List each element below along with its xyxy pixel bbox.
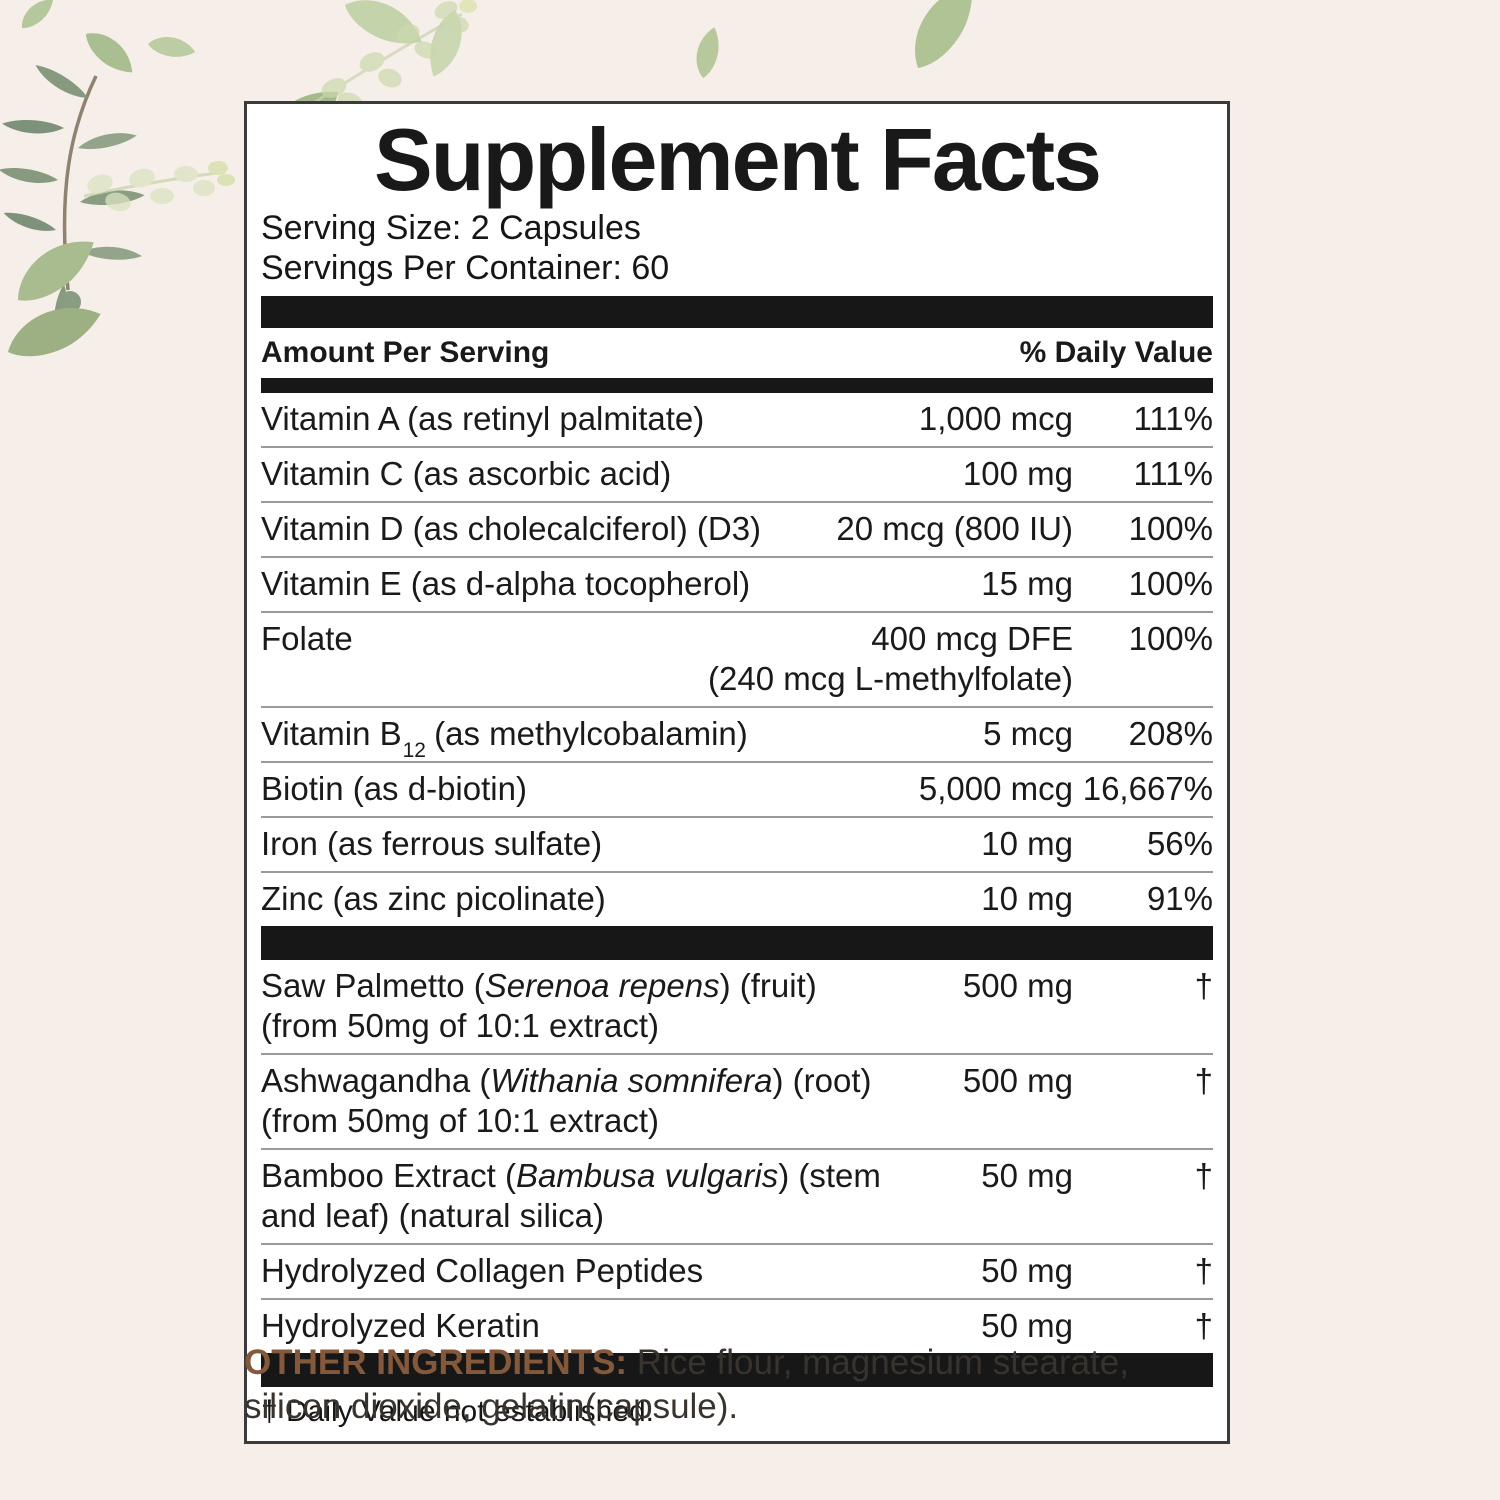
ingredient-amount: 400 mcg DFE (871, 620, 1073, 657)
table-row: Iron (as ferrous sulfate) 10 mg 56% (261, 816, 1213, 871)
ingredient-name: Bamboo Extract (Bambusa vulgaris) (stem … (261, 1157, 881, 1234)
table-row: Ashwagandha (Withania somnifera) (root) 5… (261, 1053, 1213, 1148)
amount-per-serving-header: Amount Per Serving (261, 336, 550, 369)
table-row: Vitamin A (as retinyl palmitate) 1,000 mc… (261, 393, 1213, 446)
ingredient-amount: 100 mg (962, 455, 1073, 492)
ingredient-name: Vitamin C (as ascorbic acid) (261, 455, 672, 492)
ingredient-subline: (from 50mg of 10:1 extract) (261, 1007, 659, 1044)
ingredient-name: Biotin (as d-biotin) (261, 770, 527, 807)
ingredient-daily-value: † (1194, 1307, 1213, 1344)
vitamin-rows: Vitamin A (as retinyl palmitate) 1,000 mc… (261, 393, 1213, 926)
other-ingredients: OTHER INGREDIENTS: Rice flour, magnesium… (244, 1341, 1184, 1429)
ingredient-name: Iron (as ferrous sulfate) (261, 825, 603, 862)
table-row: Hydrolyzed Collagen Peptides 50 mg † (261, 1243, 1213, 1298)
table-row: Vitamin C (as ascorbic acid) 100 mg 111% (261, 446, 1213, 501)
ingredient-daily-value: 208% (1128, 715, 1213, 752)
other-ingredients-text: Rice flour, magnesium stearate, silicon … (244, 1343, 1129, 1426)
table-row: Hydrolyzed Keratin 50 mg † (261, 1298, 1213, 1353)
table-row: Bamboo Extract (Bambusa vulgaris) (stem … (261, 1148, 1213, 1243)
ingredient-amount: 15 mg (981, 565, 1073, 602)
ingredient-daily-value: † (1194, 967, 1213, 1004)
serving-size: Serving Size: 2 Capsules (261, 209, 641, 247)
ingredient-name: Folate (261, 620, 353, 657)
ingredient-daily-value: 16,667% (1082, 770, 1213, 807)
ingredient-daily-value: 111% (1133, 400, 1213, 437)
table-row: Zinc (as zinc picolinate) 10 mg 91% (261, 871, 1213, 926)
daily-value-header: % Daily Value (1019, 336, 1213, 369)
ingredient-name: Saw Palmetto (Serenoa repens) (fruit) (261, 967, 817, 1004)
ingredient-daily-value: † (1194, 1062, 1213, 1099)
servings-per-container: Servings Per Container: 60 (261, 249, 670, 287)
ingredient-name: Vitamin D (as cholecalciferol) (D3) (261, 510, 762, 547)
ingredient-amount: 10 mg (981, 825, 1073, 862)
ingredient-amount: 50 mg (981, 1157, 1073, 1194)
ingredient-amount: 50 mg (981, 1252, 1073, 1289)
ingredient-daily-value: † (1194, 1157, 1213, 1194)
section-divider-bar (261, 296, 1213, 328)
ingredient-daily-value: 111% (1133, 455, 1213, 492)
ingredient-name: Hydrolyzed Collagen Peptides (261, 1252, 704, 1289)
pale-sprig-diagonal (311, 0, 477, 112)
ingredient-amount: 500 mg (962, 1062, 1073, 1099)
ingredient-name: Vitamin A (as retinyl palmitate) (261, 400, 705, 437)
section-divider-bar (261, 1353, 1213, 1387)
table-header-row: Amount Per Serving % Daily Value (261, 328, 1213, 378)
ingredient-daily-value: 100% (1128, 620, 1213, 657)
top-right-leaf-cluster (690, 0, 989, 81)
ingredient-amount: 5,000 mcg (918, 770, 1073, 807)
ingredient-daily-value: 100% (1128, 565, 1213, 602)
other-ingredients-label: OTHER INGREDIENTS: (244, 1343, 628, 1382)
ingredient-name: Hydrolyzed Keratin (261, 1307, 540, 1344)
botanical-rows: Saw Palmetto (Serenoa repens) (fruit) 500… (261, 960, 1213, 1353)
ingredient-amount: 500 mg (962, 967, 1073, 1004)
table-row: Folate 400 mcg DFE 100% (240 mcg L-methylfo… (261, 611, 1213, 706)
ingredient-subline: (from 50mg of 10:1 extract) (261, 1102, 659, 1139)
ingredient-daily-value: 91% (1146, 880, 1213, 917)
ingredient-name: Vitamin B12 (as methylcobalamin) (261, 715, 748, 762)
pale-sprig-horizontal (83, 161, 235, 212)
section-divider-bar (261, 378, 1213, 393)
table-row: Saw Palmetto (Serenoa repens) (fruit) 500… (261, 960, 1213, 1053)
ingredient-name: Zinc (as zinc picolinate) (261, 880, 606, 917)
ingredient-name: Ashwagandha (Withania somnifera) (root) (261, 1062, 872, 1099)
ingredient-amount: 50 mg (981, 1307, 1073, 1344)
table-row: Vitamin B12 (as methylcobalamin) 5 mcg 208… (261, 706, 1213, 761)
eucalyptus-branch (0, 60, 146, 367)
supplement-facts-panel: Supplement Facts Serving Size: 2 Capsule… (244, 101, 1230, 1444)
ingredient-amount: 10 mg (981, 880, 1073, 917)
ingredient-amount: 1,000 mcg (918, 400, 1073, 437)
ingredient-amount: 5 mcg (983, 715, 1073, 752)
section-divider-bar (261, 926, 1213, 960)
ingredient-daily-value: 56% (1146, 825, 1213, 862)
ingredient-daily-value: † (1194, 1252, 1213, 1289)
ingredient-subline: (240 mcg L-methylfolate) (708, 660, 1073, 697)
panel-title: Supplement Facts (374, 110, 1102, 209)
table-row: Vitamin E (as d-alpha tocopherol) 15 mg 10… (261, 556, 1213, 611)
ingredient-daily-value: 100% (1128, 510, 1213, 547)
table-row: Vitamin D (as cholecalciferol) (D3) 20 mc… (261, 501, 1213, 556)
ingredient-amount: 20 mcg (800 IU) (836, 510, 1073, 547)
ingredient-name: Vitamin E (as d-alpha tocopherol) (261, 565, 751, 602)
table-row: Biotin (as d-biotin) 5,000 mcg 16,667% (261, 761, 1213, 816)
daily-value-footnote: † Daily Value not established. (261, 1395, 655, 1428)
